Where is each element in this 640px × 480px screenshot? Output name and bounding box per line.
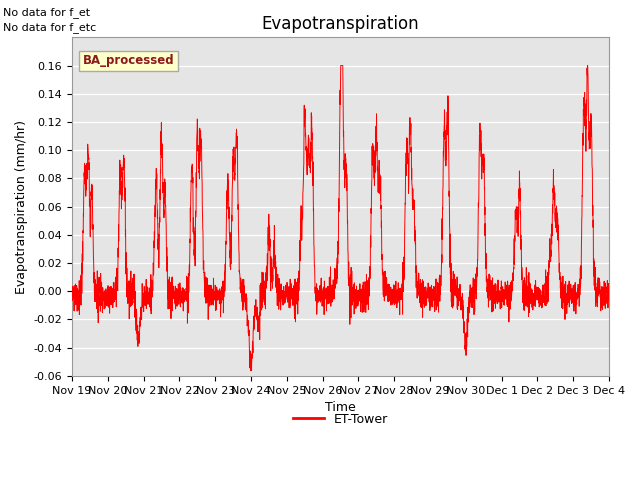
Y-axis label: Evapotranspiration (mm/hr): Evapotranspiration (mm/hr) [15, 120, 28, 294]
Text: No data for f_etc: No data for f_etc [3, 22, 97, 33]
X-axis label: Time: Time [325, 401, 356, 414]
Title: Evapotranspiration: Evapotranspiration [262, 15, 419, 33]
Text: BA_processed: BA_processed [83, 54, 174, 67]
Text: No data for f_et: No data for f_et [3, 7, 90, 18]
Legend: ET-Tower: ET-Tower [288, 408, 393, 431]
